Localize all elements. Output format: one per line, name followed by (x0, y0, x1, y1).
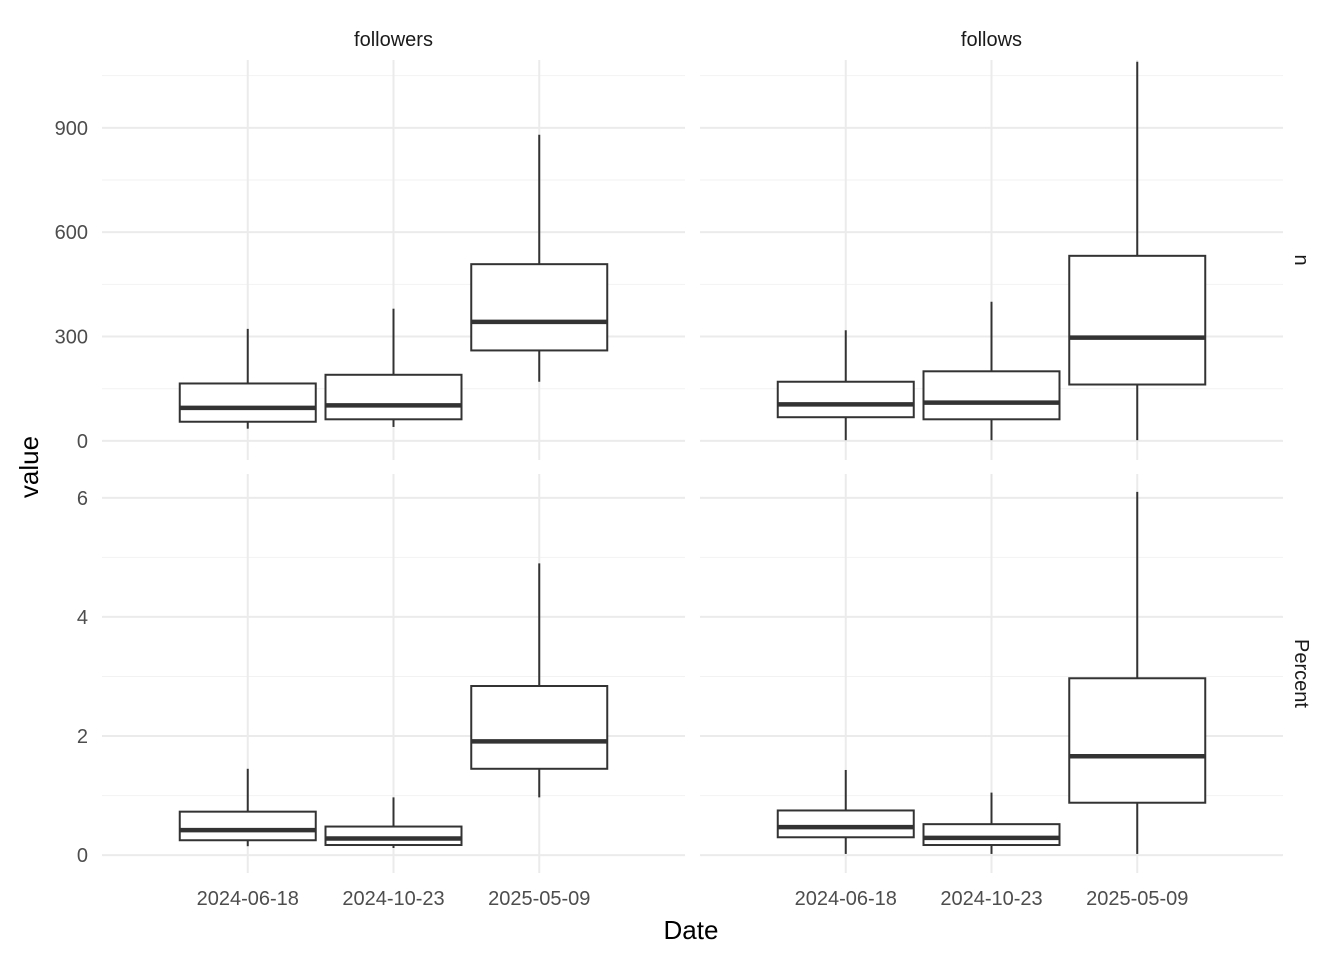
box-iqr (776, 380, 915, 419)
box-2025-05-09 (470, 563, 609, 798)
x-tick-label: 2025-05-09 (1086, 888, 1188, 910)
row-strip-Percent: Percent (1290, 639, 1312, 708)
panel-Percent-followers (102, 474, 685, 873)
column-strip-followers: followers (354, 29, 433, 51)
box-iqr (922, 370, 1061, 421)
column-strip-follows: follows (961, 29, 1022, 51)
facet-panels (102, 60, 1283, 873)
y-tick-label: 6 (77, 488, 88, 510)
y-axis-title: value (14, 436, 44, 498)
facet-strips: n Percent followers follows (354, 29, 1312, 708)
box-iqr (178, 382, 317, 423)
box-iqr (922, 823, 1061, 847)
y-tick-label: 4 (77, 607, 88, 629)
box-iqr (324, 373, 463, 421)
x-axis-title: Date (664, 915, 719, 945)
box-2024-10-23 (324, 797, 463, 848)
x-tick-label: 2024-10-23 (342, 888, 444, 910)
x-tick-label: 2024-06-18 (795, 888, 897, 910)
y-axis-ticks: 0 300 600 900 0 2 4 6 (55, 118, 88, 867)
box-2025-05-09 (470, 134, 609, 382)
box-2024-06-18 (178, 768, 317, 847)
box-iqr (178, 810, 317, 842)
x-axis-ticks: 2024-06-18 2024-10-23 2025-05-09 2024-06-18… (197, 888, 1189, 910)
y-tick-label: 2 (77, 726, 88, 748)
y-tick-label: 0 (77, 431, 88, 453)
box-2025-05-09 (1068, 61, 1207, 441)
y-tick-label: 0 (77, 845, 88, 867)
box-iqr (776, 809, 915, 839)
panel-n-follows (700, 60, 1283, 460)
box-2024-10-23 (324, 308, 463, 427)
panel-Percent-follows (700, 474, 1283, 873)
box-2024-06-18 (178, 328, 317, 429)
x-tick-label: 2024-06-18 (197, 888, 299, 910)
box-2024-10-23 (922, 792, 1061, 854)
box-iqr (1068, 254, 1207, 386)
x-tick-label: 2024-10-23 (940, 888, 1042, 910)
box-2024-06-18 (776, 330, 915, 441)
y-tick-label: 600 (55, 222, 88, 244)
box-iqr (470, 263, 609, 352)
box-2024-10-23 (922, 301, 1061, 441)
x-tick-label: 2025-05-09 (488, 888, 590, 910)
y-tick-label: 900 (55, 118, 88, 140)
box-2024-06-18 (776, 769, 915, 854)
box-iqr (470, 685, 609, 770)
y-tick-label: 300 (55, 327, 88, 349)
box-iqr (324, 825, 463, 847)
box-2025-05-09 (1068, 491, 1207, 854)
row-strip-n: n (1290, 254, 1312, 265)
box-iqr (1068, 677, 1207, 804)
panel-n-followers (102, 60, 685, 460)
